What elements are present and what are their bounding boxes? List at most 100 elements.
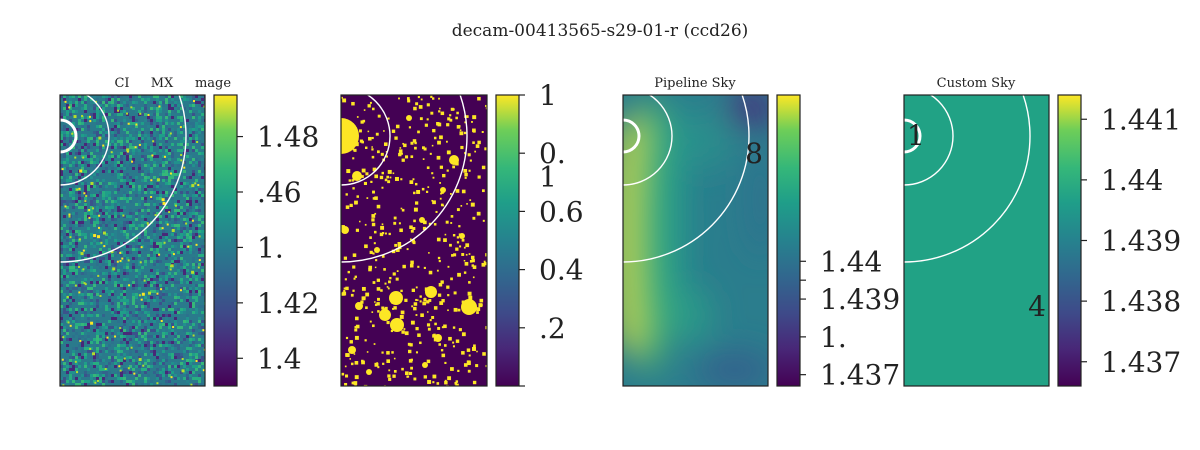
noise-pixel (150, 170, 153, 173)
noise-pixel (60, 164, 63, 167)
mask-pixel (377, 114, 381, 118)
noise-pixel (147, 146, 150, 149)
noise-pixel (111, 380, 114, 383)
noise-pixel (72, 353, 75, 356)
noise-pixel (87, 242, 90, 245)
mask-pixel (392, 307, 395, 310)
bright-pixel (197, 266, 200, 269)
noise-pixel (123, 104, 126, 107)
noise-pixel (69, 227, 72, 230)
noise-pixel (189, 227, 192, 230)
noise-pixel (159, 323, 162, 326)
bright-pixel (179, 126, 182, 129)
noise-pixel (180, 107, 183, 110)
noise-pixel (132, 152, 135, 155)
noise-pixel (99, 272, 102, 275)
noise-pixel (108, 254, 111, 257)
noise-pixel (117, 281, 120, 284)
aperture-circles (623, 95, 750, 263)
noise-pixel (69, 356, 72, 359)
noise-pixel (96, 362, 99, 365)
noise-pixel (156, 110, 159, 113)
noise-pixel (123, 332, 126, 335)
noise-pixel (114, 260, 117, 263)
mask-pixel (481, 189, 485, 193)
noise-pixel (159, 296, 162, 299)
noise-pixel (186, 374, 189, 377)
noise-pixel (138, 347, 141, 350)
noise-pixel (108, 263, 111, 266)
noise-pixel (72, 200, 75, 203)
noise-pixel (168, 344, 171, 347)
noise-pixel (96, 332, 99, 335)
mask-pixel (352, 187, 355, 190)
mask-blob (348, 346, 356, 354)
noise-pixel (114, 185, 117, 188)
noise-pixel (66, 305, 69, 308)
bright-pixel (198, 259, 201, 262)
noise-pixel (90, 176, 93, 179)
noise-pixel (168, 122, 171, 125)
noise-pixel (96, 263, 99, 266)
noise-pixel (147, 155, 150, 158)
noise-pixel (99, 101, 102, 104)
noise-pixel (189, 107, 192, 110)
noise-pixel (150, 182, 153, 185)
noise-pixel (171, 98, 174, 101)
noise-pixel (135, 194, 138, 197)
noise-pixel (156, 260, 159, 263)
mask-pixel (474, 150, 477, 153)
noise-pixel (96, 206, 99, 209)
noise-pixel (192, 266, 195, 269)
mask-pixel (415, 286, 418, 289)
noise-pixel (150, 284, 153, 287)
noise-pixel (201, 281, 204, 284)
noise-pixel (78, 302, 81, 305)
noise-pixel (93, 236, 96, 239)
noise-pixel (174, 233, 177, 236)
mask-pixel (388, 377, 392, 381)
noise-pixel (138, 323, 141, 326)
noise-pixel (66, 332, 69, 335)
noise-pixel (90, 146, 93, 149)
noise-pixel (120, 374, 123, 377)
noise-pixel (102, 134, 105, 137)
noise-pixel (156, 230, 159, 233)
noise-pixel (153, 188, 156, 191)
mask-pixel (430, 95, 433, 98)
noise-pixel (195, 200, 198, 203)
noise-pixel (180, 257, 183, 260)
noise-pixel (114, 122, 117, 125)
noise-pixel (63, 188, 66, 191)
noise-pixel (165, 263, 168, 266)
noise-pixel (180, 104, 183, 107)
noise-pixel (159, 305, 162, 308)
bright-pixel (127, 367, 130, 370)
noise-pixel (201, 167, 204, 170)
noise-pixel (153, 353, 156, 356)
bright-pixel (156, 178, 160, 182)
noise-pixel (174, 272, 177, 275)
mask-pixel (463, 259, 466, 262)
noise-pixel (108, 374, 111, 377)
noise-pixel (165, 293, 168, 296)
noise-pixel (75, 311, 78, 314)
noise-pixel (180, 119, 183, 122)
mask-pixel (394, 243, 398, 247)
bright-pixel (119, 327, 122, 330)
noise-pixel (192, 353, 195, 356)
mask-pixel (391, 129, 396, 133)
noise-pixel (156, 281, 159, 284)
noise-pixel (138, 353, 141, 356)
noise-pixel (186, 380, 189, 383)
noise-pixel (75, 320, 78, 323)
aperture-circle (60, 95, 187, 263)
noise-pixel (60, 380, 63, 383)
noise-pixel (123, 251, 126, 254)
aperture-circle (904, 118, 922, 154)
noise-pixel (72, 161, 75, 164)
noise-pixel (198, 161, 201, 164)
noise-pixel (84, 215, 87, 218)
noise-pixel (129, 176, 132, 179)
noise-pixel (174, 131, 177, 134)
